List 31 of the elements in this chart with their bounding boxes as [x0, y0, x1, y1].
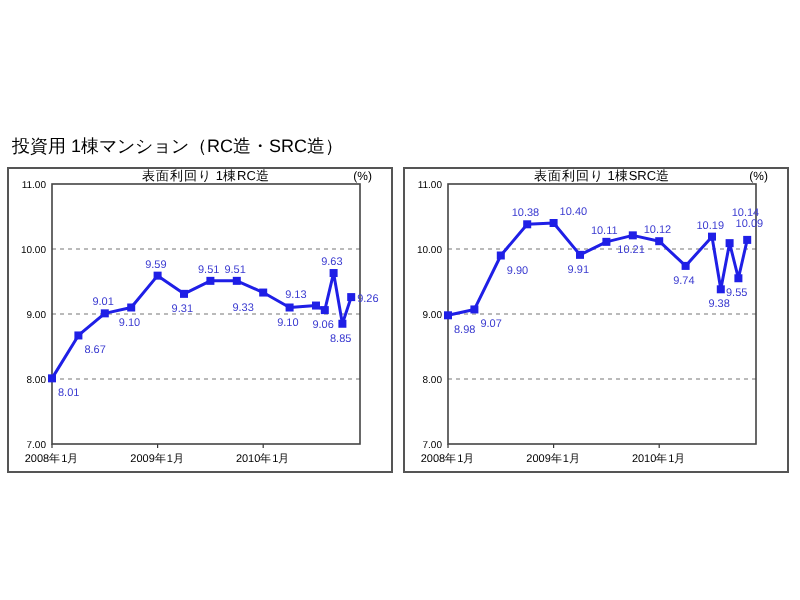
- point: [232, 276, 241, 285]
- point: [734, 274, 743, 283]
- point: [48, 374, 56, 383]
- point: [655, 237, 664, 246]
- point: [206, 276, 215, 285]
- point: [285, 303, 294, 312]
- point: [329, 269, 338, 278]
- point: [725, 239, 734, 248]
- point: [716, 285, 725, 294]
- point: [444, 311, 452, 320]
- point: [549, 219, 558, 227]
- point: [259, 288, 268, 297]
- point: [338, 319, 347, 328]
- point: [127, 303, 136, 312]
- point: [523, 220, 532, 229]
- point: [743, 235, 752, 244]
- point: [153, 271, 162, 280]
- point: [708, 232, 716, 241]
- point: [470, 305, 479, 314]
- point: [576, 250, 584, 259]
- point: [320, 306, 329, 315]
- point: [180, 289, 188, 298]
- point: [496, 251, 505, 260]
- point: [100, 309, 109, 318]
- point: [74, 331, 83, 340]
- point: [602, 237, 611, 246]
- point: [347, 293, 356, 302]
- point: [681, 261, 690, 270]
- point: [628, 231, 637, 240]
- text: 投資用 1棟マンション（RC造・SRC造）: [10, 136, 344, 156]
- point: [312, 301, 320, 310]
